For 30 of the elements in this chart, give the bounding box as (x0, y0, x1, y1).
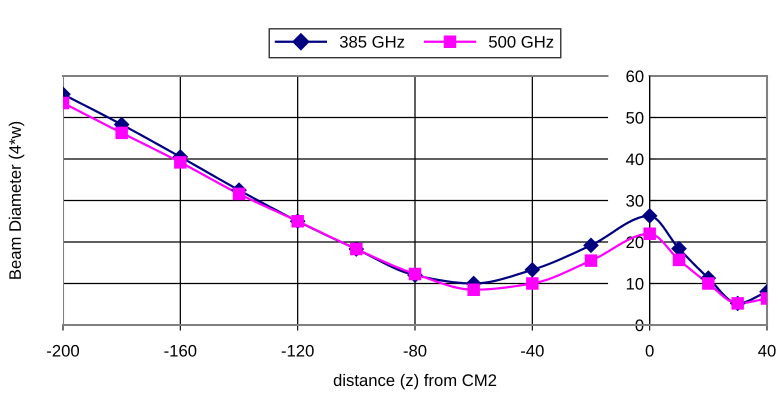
x-tick-label: -40 (521, 344, 544, 357)
y-tick-label: 20 (626, 236, 644, 248)
x-tick-label: -200 (47, 344, 80, 357)
legend-label: 500 GHz (489, 36, 554, 48)
point (702, 277, 715, 290)
x-tick-label: 40 (758, 344, 776, 357)
x-tick-label: -80 (404, 344, 426, 357)
x-tick-label: -160 (164, 344, 196, 357)
x-tick-label: -120 (282, 344, 314, 357)
y-tick-label: 30 (626, 194, 644, 207)
point (642, 208, 658, 224)
point (408, 268, 422, 280)
y-tick-label: 60 (626, 70, 644, 82)
point (174, 156, 187, 169)
point (672, 254, 686, 266)
y-tick-label: 10 (626, 278, 644, 290)
point (583, 238, 599, 253)
y-tick-label: 40 (626, 153, 644, 166)
point (643, 227, 656, 240)
x-axis-title: distance (z) from CM2 (334, 374, 496, 390)
point (584, 254, 598, 267)
x-tick-label: 0 (646, 344, 654, 357)
point (115, 126, 128, 140)
y-axis-title: Beam Diameter (4*w) (8, 122, 24, 279)
point (467, 283, 480, 296)
point (524, 262, 540, 278)
point (232, 188, 246, 200)
point (526, 277, 539, 290)
y-tick-label: 50 (626, 112, 644, 124)
legend-label: 385 GHz (340, 36, 404, 48)
